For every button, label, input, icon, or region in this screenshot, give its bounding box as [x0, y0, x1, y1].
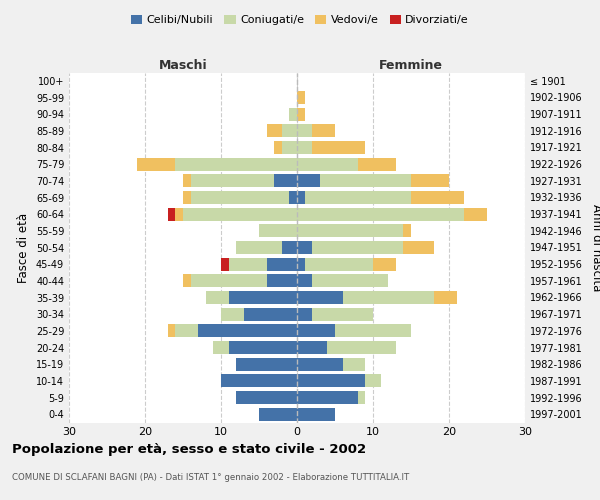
Bar [297, 291, 343, 304]
Bar [214, 341, 229, 354]
Text: COMUNE DI SCLAFANI BAGNI (PA) - Dati ISTAT 1° gennaio 2002 - Elaborazione TUTTIT: COMUNE DI SCLAFANI BAGNI (PA) - Dati IST… [12, 472, 409, 482]
Bar [358, 391, 365, 404]
Bar [403, 224, 411, 237]
Bar [320, 174, 411, 188]
Bar [411, 174, 449, 188]
Bar [312, 241, 403, 254]
Bar [297, 91, 305, 104]
Bar [434, 291, 457, 304]
Bar [282, 141, 297, 154]
Bar [297, 324, 335, 338]
Bar [168, 324, 175, 338]
Bar [221, 374, 297, 388]
Bar [236, 391, 297, 404]
Text: Femmine: Femmine [379, 58, 443, 71]
Bar [236, 241, 282, 254]
Bar [297, 374, 365, 388]
Bar [274, 141, 282, 154]
Bar [206, 291, 229, 304]
Text: Popolazione per età, sesso e stato civile - 2002: Popolazione per età, sesso e stato civil… [12, 442, 366, 456]
Bar [183, 174, 191, 188]
Bar [297, 224, 403, 237]
Bar [297, 191, 305, 204]
Bar [297, 341, 328, 354]
Bar [411, 191, 464, 204]
Bar [175, 208, 183, 220]
Bar [183, 208, 297, 220]
Legend: Celibi/Nubili, Coniugati/e, Vedovi/e, Divorziati/e: Celibi/Nubili, Coniugati/e, Vedovi/e, Di… [127, 10, 473, 30]
Bar [297, 308, 312, 320]
Bar [168, 208, 175, 220]
Bar [305, 258, 373, 270]
Bar [343, 358, 365, 370]
Bar [297, 208, 464, 220]
Bar [335, 324, 411, 338]
Bar [236, 358, 297, 370]
Bar [191, 274, 266, 287]
Bar [305, 191, 411, 204]
Bar [403, 241, 434, 254]
Bar [175, 158, 297, 170]
Bar [183, 191, 191, 204]
Bar [328, 341, 396, 354]
Bar [244, 308, 297, 320]
Bar [297, 274, 312, 287]
Bar [297, 158, 358, 170]
Bar [221, 308, 244, 320]
Y-axis label: Fasce di età: Fasce di età [17, 212, 30, 282]
Bar [229, 258, 266, 270]
Bar [312, 308, 373, 320]
Bar [259, 224, 297, 237]
Bar [297, 141, 312, 154]
Bar [297, 258, 305, 270]
Bar [282, 241, 297, 254]
Bar [175, 324, 198, 338]
Text: Maschi: Maschi [158, 58, 208, 71]
Y-axis label: Anni di nascita: Anni di nascita [590, 204, 600, 291]
Bar [229, 341, 297, 354]
Bar [191, 191, 289, 204]
Bar [266, 274, 297, 287]
Bar [343, 291, 434, 304]
Bar [274, 174, 297, 188]
Bar [297, 408, 335, 420]
Bar [282, 124, 297, 138]
Bar [297, 358, 343, 370]
Bar [312, 124, 335, 138]
Bar [297, 124, 312, 138]
Bar [266, 124, 282, 138]
Bar [229, 291, 297, 304]
Bar [191, 174, 274, 188]
Bar [221, 258, 229, 270]
Bar [312, 141, 365, 154]
Bar [183, 274, 191, 287]
Bar [289, 191, 297, 204]
Bar [266, 258, 297, 270]
Bar [259, 408, 297, 420]
Bar [312, 274, 388, 287]
Bar [297, 241, 312, 254]
Bar [297, 108, 305, 120]
Bar [373, 258, 396, 270]
Bar [297, 391, 358, 404]
Bar [137, 158, 175, 170]
Bar [358, 158, 396, 170]
Bar [289, 108, 297, 120]
Bar [365, 374, 380, 388]
Bar [297, 174, 320, 188]
Bar [464, 208, 487, 220]
Bar [198, 324, 297, 338]
